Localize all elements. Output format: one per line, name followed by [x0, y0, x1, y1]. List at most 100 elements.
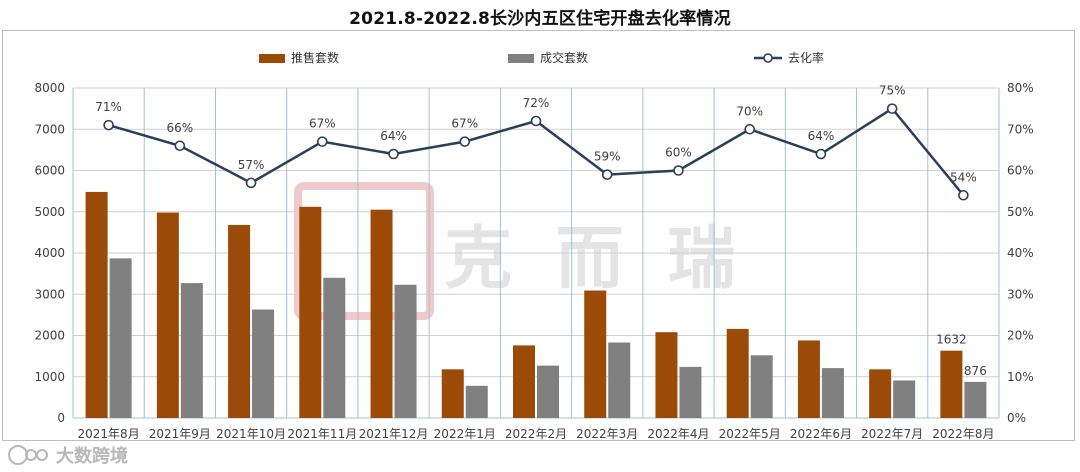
rate-data-label: 59%	[594, 150, 621, 164]
y-right-tick-label: 70%	[1007, 122, 1034, 136]
x-tick-label: 2022年1月	[434, 427, 496, 441]
y-right-tick-label: 0%	[1007, 411, 1026, 425]
x-tick-label: 2021年8月	[78, 427, 140, 441]
rate-point	[317, 136, 328, 147]
legend-marker-rate	[763, 53, 773, 63]
bar-supply	[85, 191, 108, 418]
legend-label-rate: 去化率	[788, 50, 824, 65]
bar-supply	[584, 290, 607, 418]
y-left-tick-label: 2000	[34, 329, 65, 343]
bar-sold	[180, 283, 203, 418]
bar-sold	[537, 365, 559, 418]
bar-data-label: 1632	[936, 333, 967, 347]
bar-sold	[394, 284, 417, 418]
rate-data-label: 57%	[238, 158, 265, 172]
bar-supply	[513, 345, 535, 418]
y-left-tick-label: 4000	[34, 246, 65, 260]
y-left-tick-label: 8000	[34, 81, 65, 95]
x-tick-label: 2021年11月	[287, 427, 357, 441]
x-tick-label: 2022年6月	[790, 427, 852, 441]
y-left-tick-label: 0	[57, 411, 65, 425]
bar-supply	[156, 212, 179, 418]
bar-sold	[893, 380, 916, 418]
rate-data-label: 54%	[950, 170, 977, 184]
rate-point	[174, 140, 186, 152]
bar-sold	[109, 258, 132, 418]
x-tick-label: 2022年4月	[647, 427, 709, 441]
legend-swatch-supply	[259, 54, 285, 63]
bar-sold	[252, 309, 275, 418]
x-tick-label: 2022年8月	[932, 427, 994, 441]
rate-data-label: 75%	[879, 84, 906, 98]
rate-point	[601, 169, 613, 180]
rate-point	[958, 189, 969, 201]
bar-supply	[441, 369, 464, 418]
rate-data-label: 60%	[665, 146, 692, 160]
bar-supply	[228, 224, 251, 418]
rate-point	[388, 148, 399, 160]
bar-sold	[821, 368, 844, 418]
y-right-tick-label: 80%	[1007, 81, 1034, 95]
bar-sold	[323, 277, 346, 418]
rate-data-label: 64%	[808, 129, 835, 143]
y-right-tick-label: 20%	[1007, 329, 1034, 343]
data-labels: 1632 876 71% 66% 57% 67% 64% 67% 72% 59% 60% 70% 64%…	[95, 84, 987, 378]
x-tick-label: 2022年3月	[576, 427, 638, 441]
x-tick-label: 2022年7月	[861, 427, 923, 441]
x-tick-label: 2022年2月	[505, 427, 567, 441]
x-tick-label: 2021年9月	[149, 427, 211, 441]
rate-data-label: 67%	[309, 117, 336, 131]
y-left-tick-label: 7000	[34, 122, 65, 136]
rate-point	[103, 119, 114, 131]
rate-point	[530, 115, 542, 127]
bar-sold	[964, 381, 987, 418]
rate-data-label: 66%	[167, 121, 194, 135]
chart-frame	[2, 30, 1075, 441]
rate-data-label: 67%	[451, 117, 478, 131]
bar-supply	[299, 206, 322, 418]
rate-point	[744, 123, 755, 135]
y-right-tick-label: 50%	[1007, 205, 1034, 219]
y-right-tick-label: 60%	[1007, 164, 1034, 178]
kerry-watermark: 克 而 瑞	[294, 182, 745, 320]
x-tick-label: 2022年5月	[719, 427, 781, 441]
y-left-tick-label: 1000	[34, 370, 65, 384]
y-right-tick-label: 30%	[1007, 287, 1034, 301]
bar-data-label: 876	[964, 364, 987, 378]
bar-supply	[370, 209, 393, 418]
rate-data-label: 72%	[523, 96, 550, 110]
y-right-tick-label: 40%	[1007, 246, 1034, 260]
source-watermark-text: 大数跨境	[56, 446, 128, 467]
bars	[85, 191, 987, 418]
rate-point	[673, 165, 684, 176]
bar-supply	[655, 332, 678, 418]
y-left-tick-label: 6000	[34, 164, 65, 178]
rate-point	[245, 177, 257, 189]
axes: 0 1000 2000 3000 4000 5000 6000 7000 8000 0% 10% 20…	[34, 81, 1033, 441]
bar-supply	[940, 350, 963, 418]
rate-point	[815, 148, 827, 160]
legend-label-sold: 成交套数	[540, 50, 588, 65]
rate-data-label: 70%	[736, 104, 763, 118]
bar-supply	[869, 369, 892, 418]
legend-swatch-sold	[508, 54, 534, 63]
rate-data-label: 71%	[95, 100, 122, 114]
rate-line	[103, 103, 969, 201]
bar-supply	[726, 328, 749, 418]
chart-title: 2021.8-2022.8长沙内五区住宅开盘去化率情况	[349, 9, 731, 29]
legend: 推售套数 成交套数 去化率	[259, 50, 824, 65]
legend-label-supply: 推售套数	[291, 50, 339, 65]
y-left-tick-label: 3000	[34, 287, 65, 301]
x-tick-label: 2021年10月	[216, 427, 286, 441]
bar-sold	[750, 355, 773, 418]
rate-data-label: 64%	[380, 129, 407, 143]
gridlines	[72, 87, 1000, 419]
bar-sold	[465, 385, 488, 418]
logo-icon	[8, 445, 48, 465]
bar-supply	[797, 340, 820, 418]
y-left-tick-label: 5000	[34, 205, 65, 219]
rate-point	[459, 136, 471, 147]
bar-sold	[679, 366, 702, 418]
kerry-watermark-text: 克 而 瑞	[444, 220, 745, 299]
